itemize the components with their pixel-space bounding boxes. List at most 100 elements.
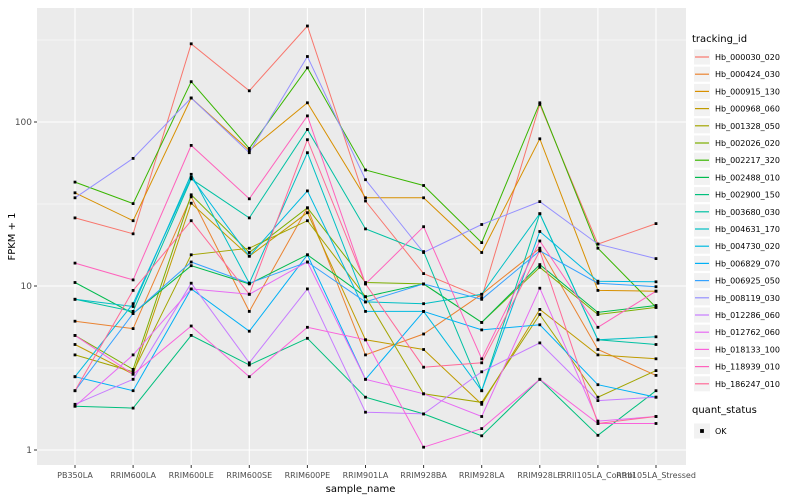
- data-point: [596, 395, 600, 399]
- data-point: [131, 389, 135, 393]
- data-point: [538, 341, 542, 345]
- data-point: [189, 195, 193, 199]
- x-tick-label: RRIM928BA: [400, 471, 447, 480]
- legend-item-label: Hb_012286_060: [715, 311, 780, 320]
- legend-item-label: Hb_186247_010: [715, 380, 780, 389]
- data-point: [306, 55, 309, 58]
- data-point: [364, 377, 367, 381]
- data-point: [131, 302, 135, 306]
- data-point: [306, 128, 309, 131]
- data-point: [480, 402, 484, 406]
- legend-item: Hb_001328_050: [694, 118, 780, 134]
- data-point: [480, 241, 484, 244]
- legend-item-label: Hb_000968_060: [715, 105, 780, 114]
- data-point: [131, 310, 135, 313]
- data-point: [131, 312, 135, 315]
- data-point: [306, 253, 309, 257]
- data-point: [364, 196, 367, 200]
- y-tick-label: 1: [26, 446, 32, 456]
- data-point: [189, 193, 193, 197]
- legend-item-label: Hb_002488_010: [715, 173, 780, 182]
- legend-item: Hb_000030_020: [694, 49, 780, 65]
- data-point: [654, 415, 658, 418]
- data-point: [480, 434, 484, 438]
- data-point: [480, 251, 484, 254]
- data-point: [538, 103, 542, 106]
- x-tick-label: RRIM600PE: [285, 471, 331, 480]
- legend-item: Hb_003680_030: [694, 204, 780, 220]
- data-point: [596, 313, 600, 316]
- legend-item-label: Hb_001328_050: [715, 122, 780, 131]
- data-point: [131, 157, 135, 160]
- data-point: [131, 370, 135, 374]
- data-point: [306, 189, 309, 193]
- data-point: [480, 370, 484, 374]
- data-point: [306, 336, 309, 340]
- data-point: [538, 286, 542, 290]
- data-point: [538, 313, 542, 316]
- legend-item-label: Hb_000424_030: [715, 70, 780, 79]
- legend: tracking_id Hb_000030_020 Hb_000424_030 Hb_…: [692, 34, 780, 439]
- data-point: [364, 395, 367, 399]
- data-point: [654, 389, 658, 393]
- data-point: [596, 281, 600, 285]
- x-tick-label: RRII105LA_Stressed: [616, 471, 696, 480]
- legend-item-label: Hb_012762_060: [715, 328, 780, 337]
- data-point: [538, 212, 542, 216]
- black-square-marker: [700, 429, 704, 433]
- data-point: [73, 281, 77, 284]
- data-point: [422, 272, 425, 275]
- data-point: [596, 311, 600, 314]
- legend-item: Hb_118939_010: [694, 359, 780, 375]
- data-point: [538, 137, 542, 141]
- legend-item: Hb_000968_060: [694, 101, 780, 117]
- data-point: [306, 211, 309, 215]
- data-point: [306, 66, 309, 70]
- legend-item-label: Hb_002900_150: [715, 191, 780, 200]
- data-point: [189, 177, 193, 181]
- data-point: [247, 151, 251, 155]
- data-point: [480, 296, 484, 299]
- data-point: [654, 222, 658, 225]
- legend-item: Hb_012286_060: [694, 307, 780, 323]
- data-point: [73, 375, 77, 379]
- x-tick-label: PB350LA: [57, 471, 93, 480]
- data-point: [306, 24, 309, 28]
- data-point: [189, 334, 193, 337]
- data-point: [131, 278, 135, 282]
- data-point: [596, 325, 600, 329]
- data-point: [596, 422, 600, 425]
- legend-item-label: Hb_003680_030: [715, 208, 780, 217]
- data-point: [538, 323, 542, 327]
- data-point: [654, 369, 658, 372]
- data-point: [306, 138, 309, 142]
- data-point: [480, 292, 484, 296]
- data-point: [654, 422, 658, 425]
- legend-item-label: Hb_006829_070: [715, 259, 780, 268]
- data-point: [422, 412, 425, 416]
- legend-item: Hb_002026_020: [694, 135, 780, 151]
- data-point: [364, 410, 367, 414]
- data-point: [422, 225, 425, 229]
- data-point: [364, 178, 367, 182]
- legend-item: Hb_002900_150: [694, 187, 780, 203]
- data-point: [306, 151, 309, 155]
- legend-item: Hb_018133_100: [694, 341, 780, 357]
- data-point: [364, 295, 367, 299]
- data-point: [247, 251, 251, 254]
- data-point: [480, 357, 484, 361]
- legend-title-quant-status: quant_status: [692, 405, 757, 416]
- data-point: [480, 361, 484, 365]
- x-tick-label: RRIM928LA: [459, 471, 505, 480]
- data-point: [538, 239, 542, 243]
- data-point: [364, 338, 367, 342]
- data-point: [538, 265, 542, 269]
- plot-panel: [37, 8, 686, 465]
- data-point: [422, 251, 425, 254]
- data-point: [596, 353, 600, 357]
- data-point: [131, 202, 135, 205]
- data-point: [422, 302, 425, 306]
- data-point: [480, 389, 484, 393]
- data-point: [654, 357, 658, 361]
- data-point: [189, 80, 193, 84]
